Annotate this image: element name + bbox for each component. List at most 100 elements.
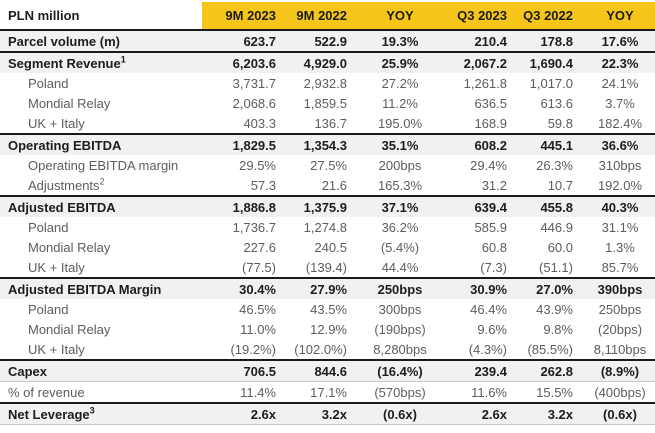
cell-q3-2022: 59.8	[520, 113, 585, 134]
cell-9m-2022: 1,375.9	[290, 196, 360, 217]
cell-q3-2022: 445.1	[520, 134, 585, 155]
cell-9m-2023: 11.4%	[202, 381, 290, 403]
row-label: Segment Revenue1	[0, 52, 202, 73]
cell-yoy-q3: 3.7%	[585, 93, 655, 113]
cell-yoy-9m: 25.9%	[360, 52, 440, 73]
cell-q3-2023: 1,261.8	[440, 73, 520, 93]
cell-q3-2022: 1,690.4	[520, 52, 585, 73]
table-row: UK + Italy 403.3 136.7 195.0% 168.9 59.8 182.4…	[0, 113, 655, 134]
row-label-text: Adjusted EBITDA Margin	[8, 281, 162, 297]
cell-q3-2022: 9.8%	[520, 319, 585, 339]
cell-yoy-9m: 11.2%	[360, 93, 440, 113]
cell-yoy-9m: 250bps	[360, 278, 440, 299]
row-label-text: % of revenue	[8, 384, 85, 400]
cell-yoy-q3: 22.3%	[585, 52, 655, 73]
cell-9m-2022: 844.6	[290, 360, 360, 382]
financial-results-table: PLN million 9M 2023 9M 2022 YOY Q3 2023 Q3 2…	[0, 2, 655, 425]
header-9m-2023: 9M 2023	[202, 2, 290, 30]
row-label-text: Poland	[28, 75, 69, 91]
row-label: Capex	[0, 360, 202, 382]
cell-q3-2022: 15.5%	[520, 381, 585, 403]
cell-9m-2023: 2.6x	[202, 403, 290, 425]
row-label-text: Segment Revenue	[8, 55, 121, 71]
cell-9m-2023: 30.4%	[202, 278, 290, 299]
cell-yoy-q3: 390bps	[585, 278, 655, 299]
cell-9m-2022: 240.5	[290, 237, 360, 257]
cell-9m-2022: 1,859.5	[290, 93, 360, 113]
cell-9m-2023: (77.5)	[202, 257, 290, 278]
cell-yoy-9m: (16.4%)	[360, 360, 440, 382]
header-yoy-q3: YOY	[585, 2, 655, 30]
row-label-text: Net Leverage	[8, 406, 90, 422]
table-row: Mondial Relay 227.6 240.5 (5.4%) 60.8 60.0 1.3…	[0, 237, 655, 257]
table-row: Poland 3,731.7 2,932.8 27.2% 1,261.8 1,017.0 2…	[0, 73, 655, 93]
cell-9m-2022: 2,932.8	[290, 73, 360, 93]
cell-yoy-q3: 40.3%	[585, 196, 655, 217]
cell-q3-2023: 168.9	[440, 113, 520, 134]
row-label: Parcel volume (m)	[0, 30, 202, 52]
cell-q3-2023: (4.3%)	[440, 339, 520, 360]
cell-9m-2023: 29.5%	[202, 155, 290, 175]
cell-q3-2023: 608.2	[440, 134, 520, 155]
row-label-text: Adjustments	[28, 177, 100, 193]
cell-yoy-q3: 1.3%	[585, 237, 655, 257]
cell-yoy-q3: 310bps	[585, 155, 655, 175]
cell-yoy-9m: 165.3%	[360, 175, 440, 196]
row-label-text: Adjusted EBITDA	[8, 199, 116, 215]
cell-q3-2023: 31.2	[440, 175, 520, 196]
cell-q3-2023: 46.4%	[440, 299, 520, 319]
cell-9m-2023: 1,736.7	[202, 217, 290, 237]
cell-yoy-q3: 17.6%	[585, 30, 655, 52]
cell-yoy-9m: 36.2%	[360, 217, 440, 237]
table-row: Adjusted EBITDA Margin 30.4% 27.9% 250bps 30…	[0, 278, 655, 299]
cell-9m-2023: 2,068.6	[202, 93, 290, 113]
cell-q3-2022: (51.1)	[520, 257, 585, 278]
row-label: Mondial Relay	[0, 93, 202, 113]
row-label-text: Operating EBITDA margin	[28, 157, 179, 173]
cell-q3-2022: 60.0	[520, 237, 585, 257]
cell-yoy-9m: 19.3%	[360, 30, 440, 52]
row-label-text: Poland	[28, 301, 69, 317]
cell-9m-2023: 623.7	[202, 30, 290, 52]
table-row: Net Leverage3 2.6x 3.2x (0.6x) 2.6x 3.2x (0.6x…	[0, 403, 655, 425]
table-header: PLN million 9M 2023 9M 2022 YOY Q3 2023 Q3 2…	[0, 2, 655, 30]
row-label: Poland	[0, 217, 202, 237]
row-label: Operating EBITDA margin	[0, 155, 202, 175]
cell-yoy-9m: 44.4%	[360, 257, 440, 278]
header-pln-million: PLN million	[0, 2, 202, 30]
row-label: Poland	[0, 299, 202, 319]
cell-yoy-9m: 200bps	[360, 155, 440, 175]
header-9m-2022: 9M 2022	[290, 2, 360, 30]
table-body: Parcel volume (m) 623.7 522.9 19.3% 210.4 178…	[0, 30, 655, 425]
cell-9m-2022: 17.1%	[290, 381, 360, 403]
cell-9m-2023: 1,886.8	[202, 196, 290, 217]
row-label-text: UK + Italy	[28, 259, 85, 275]
table-row: Mondial Relay 11.0% 12.9% (190bps) 9.6% 9.8%(…	[0, 319, 655, 339]
cell-yoy-9m: 27.2%	[360, 73, 440, 93]
header-q3-2023: Q3 2023	[440, 2, 520, 30]
row-label-text: Poland	[28, 219, 69, 235]
table-row: UK + Italy (19.2%) (102.0%) 8,280bps (4.3%)(…	[0, 339, 655, 360]
cell-yoy-q3: (20bps)	[585, 319, 655, 339]
cell-9m-2023: 11.0%	[202, 319, 290, 339]
cell-9m-2022: 4,929.0	[290, 52, 360, 73]
cell-q3-2022: 3.2x	[520, 403, 585, 425]
cell-yoy-q3: 182.4%	[585, 113, 655, 134]
cell-9m-2023: 227.6	[202, 237, 290, 257]
cell-q3-2023: 585.9	[440, 217, 520, 237]
row-label: Mondial Relay	[0, 319, 202, 339]
cell-q3-2022: 26.3%	[520, 155, 585, 175]
cell-q3-2023: 2,067.2	[440, 52, 520, 73]
table-row: % of revenue 11.4% 17.1% (570bps) 11.6% 15.5%…	[0, 381, 655, 403]
cell-yoy-q3: 192.0%	[585, 175, 655, 196]
row-label: UK + Italy	[0, 339, 202, 360]
cell-yoy-q3: 250bps	[585, 299, 655, 319]
row-label: Adjusted EBITDA	[0, 196, 202, 217]
table-row: Adjusted EBITDA 1,886.8 1,375.9 37.1% 639.4 4…	[0, 196, 655, 217]
cell-q3-2023: 30.9%	[440, 278, 520, 299]
table-row: Poland 46.5% 43.5% 300bps 46.4% 43.9% 250bps	[0, 299, 655, 319]
cell-yoy-9m: (0.6x)	[360, 403, 440, 425]
cell-9m-2022: (139.4)	[290, 257, 360, 278]
row-label: Adjusted EBITDA Margin	[0, 278, 202, 299]
table-row: Operating EBITDA margin 29.5% 27.5% 200bps 2…	[0, 155, 655, 175]
